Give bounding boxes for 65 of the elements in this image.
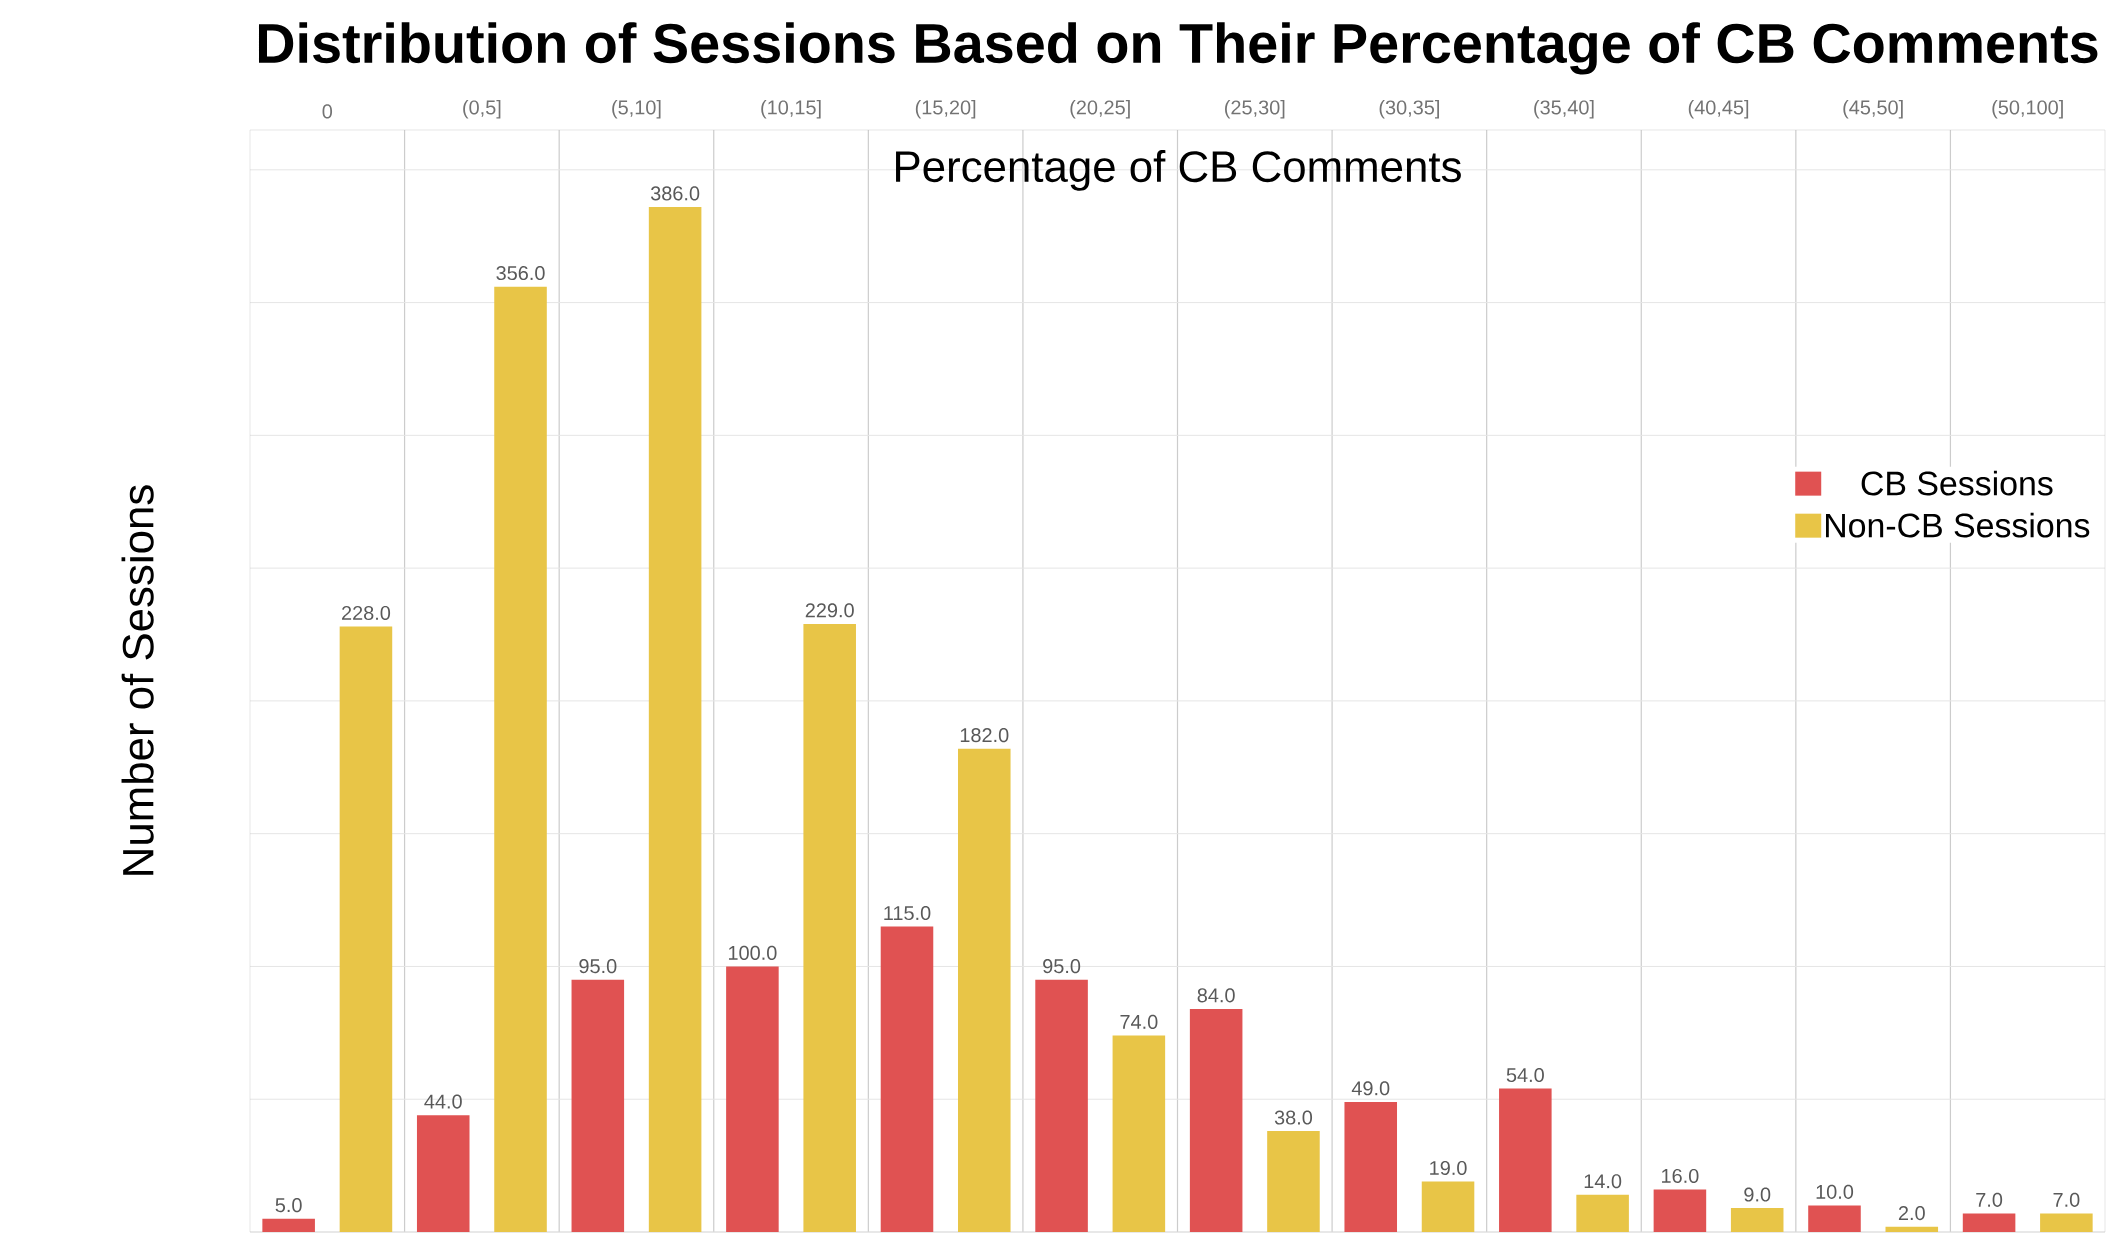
bar (1499, 1088, 1552, 1232)
data-label: 14.0 (1584, 1174, 1622, 1189)
bar (1421, 1181, 1475, 1232)
bar (880, 926, 934, 1232)
x-tick-label: (30,35] (1379, 99, 1439, 119)
legend-label: CB Sessions (1861, 470, 2053, 496)
data-label: 182.0 (960, 728, 1009, 743)
data-label: 74.0 (1120, 1014, 1158, 1029)
data-label: 7.0 (1976, 1192, 2003, 1207)
bar (803, 623, 856, 1232)
x-tick-label: (15,20] (915, 99, 976, 119)
data-label: 95.0 (1043, 959, 1081, 974)
bar (1344, 1101, 1398, 1232)
data-label: 10.0 (1816, 1184, 1854, 1199)
data-label: 228.0 (342, 605, 391, 621)
data-label: 2.0 (1898, 1206, 1925, 1221)
data-label: 115.0 (884, 906, 931, 921)
bar (1267, 1131, 1320, 1232)
data-label: 356.0 (496, 266, 545, 281)
data-label: 100.0 (728, 945, 777, 960)
x-tick-label: (10,15] (761, 99, 821, 119)
bar (1653, 1189, 1707, 1232)
bar (2040, 1213, 2093, 1232)
data-label: 44.0 (424, 1094, 462, 1109)
bar (262, 1218, 315, 1232)
data-label: 7.0 (2053, 1192, 2080, 1207)
bar (339, 626, 393, 1232)
data-label: 9.0 (1744, 1187, 1771, 1202)
data-label: 95.0 (579, 959, 617, 974)
bar (494, 286, 547, 1232)
bar (1962, 1213, 2016, 1232)
bar (1730, 1208, 1784, 1232)
data-label: 54.0 (1506, 1067, 1544, 1083)
x-axis-title: Percentage of CB Comments (896, 150, 1461, 191)
bar (1808, 1205, 1861, 1232)
bar (1035, 979, 1088, 1232)
bar (1112, 1035, 1166, 1232)
x-tick-label: (50,100] (1992, 99, 2063, 119)
bar (958, 748, 1011, 1232)
data-label: 16.0 (1662, 1168, 1699, 1183)
bar (1576, 1194, 1629, 1232)
data-label: 19.0 (1430, 1160, 1467, 1176)
data-label: 38.0 (1274, 1110, 1313, 1125)
bar (726, 966, 779, 1232)
data-label: 229.0 (805, 603, 854, 618)
y-axis-title: Number of Sessions (121, 485, 154, 875)
data-label: 5.0 (275, 1198, 302, 1213)
bar (1885, 1226, 1939, 1232)
bar (648, 206, 702, 1232)
data-label: 49.0 (1351, 1081, 1390, 1096)
data-label: 386.0 (650, 186, 700, 201)
bar (571, 979, 625, 1232)
x-tick-label: (0,5] (463, 99, 501, 119)
bar (416, 1115, 470, 1232)
data-label: 84.0 (1197, 988, 1235, 1003)
x-tick-label: 0 (322, 104, 333, 119)
x-tick-label: (25,30] (1225, 99, 1285, 119)
x-tick-label: (5,10] (612, 99, 661, 119)
x-tick-label: (35,40] (1534, 99, 1594, 119)
x-tick-label: (40,45] (1688, 99, 1749, 119)
chart-title: Distribution of Sessions Based on Their Percentage of CB Comments (258, 22, 2098, 75)
legend-label: Non-CB Sessions (1826, 512, 2090, 538)
x-tick-label: (45,50] (1843, 99, 1903, 119)
bar (1189, 1008, 1243, 1232)
x-tick-label: (20,25] (1070, 99, 1130, 119)
